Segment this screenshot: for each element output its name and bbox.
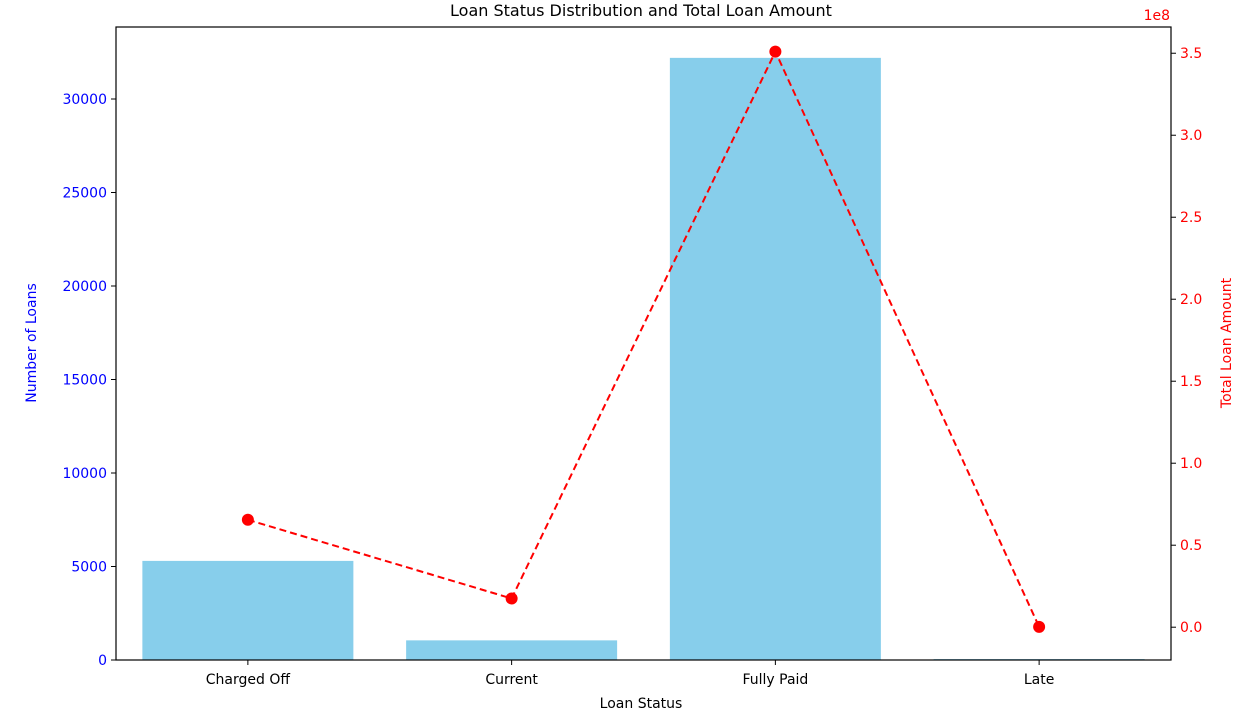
x-tick-label: Late — [1024, 672, 1054, 688]
point-late — [1033, 620, 1046, 633]
y-tick-label: 25000 — [62, 185, 107, 201]
x-tick-label: Charged Off — [206, 672, 291, 688]
bar-current — [406, 640, 618, 660]
x-axis-label: Loan Status — [600, 696, 683, 712]
y2-tick-label: 3.0 — [1180, 128, 1202, 144]
y2-offset-text: 1e8 — [1144, 8, 1170, 24]
point-charged-off — [241, 513, 254, 526]
y-tick-label: 5000 — [71, 559, 107, 575]
y-tick-label: 30000 — [62, 92, 107, 108]
y2-tick-label: 3.5 — [1180, 46, 1202, 62]
y-tick-label: 0 — [98, 653, 107, 669]
y2-axis-label: Total Loan Amount — [1219, 277, 1235, 409]
y2-tick-label: 2.0 — [1180, 292, 1202, 308]
y-tick-label: 10000 — [62, 466, 107, 482]
axes — [115, 26, 1172, 661]
plot-frame — [115, 26, 1172, 661]
y2-tick-label: 0.5 — [1180, 538, 1202, 554]
bar-series — [142, 57, 1145, 661]
y-axis-ticks: 0 5000 10000 15000 20000 25000 30000 — [62, 92, 116, 669]
y-tick-label: 15000 — [62, 372, 107, 388]
y2-tick-label: 2.5 — [1180, 210, 1202, 226]
line-series — [241, 45, 1046, 633]
y2-axis-ticks: 0.0 0.5 1.0 1.5 2.0 2.5 3.0 3.5 — [1171, 46, 1202, 636]
y-axis-label: Number of Loans — [24, 283, 40, 403]
x-tick-label: Fully Paid — [742, 672, 808, 688]
point-fully-paid — [769, 45, 782, 58]
x-tick-label: Current — [485, 672, 538, 688]
bar-fully-paid — [669, 57, 881, 661]
x-axis-ticks: Charged Off Current Fully Paid Late — [206, 660, 1054, 688]
bar-charged-off — [142, 560, 354, 660]
total-amount-line — [247, 49, 1041, 628]
y-tick-label: 20000 — [62, 279, 107, 295]
y2-tick-label: 0.0 — [1180, 620, 1202, 636]
y2-tick-label: 1.0 — [1180, 456, 1202, 472]
point-current — [505, 592, 518, 605]
y2-tick-label: 1.5 — [1180, 374, 1202, 390]
chart-title: Loan Status Distribution and Total Loan … — [450, 1, 832, 20]
